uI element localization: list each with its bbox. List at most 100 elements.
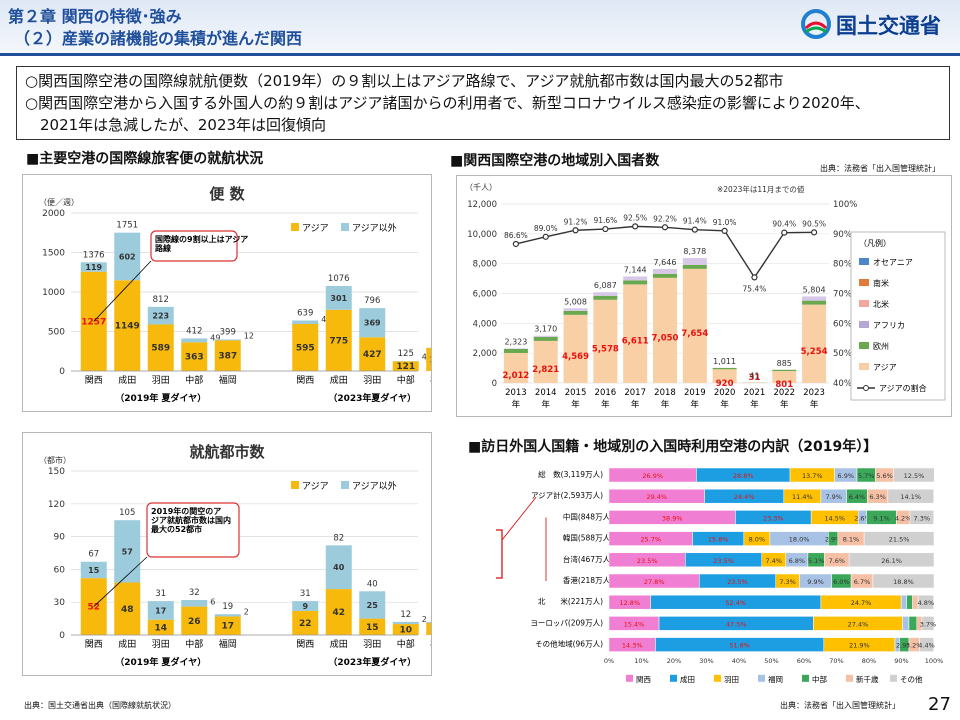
segment-label: 23.5% xyxy=(637,557,658,565)
x-tick-unit: 年 xyxy=(571,399,580,410)
bar-asia xyxy=(80,271,107,371)
y-tick-label: 8,000 xyxy=(473,260,497,270)
segment-label: 28.8% xyxy=(733,472,754,480)
legend-swatch xyxy=(859,258,869,265)
segment-label: 24.4% xyxy=(734,493,755,501)
bar-europe xyxy=(593,295,618,300)
y-tick-label: 0 xyxy=(492,379,497,389)
bar-other xyxy=(325,545,352,590)
legend-label-asia: アジア xyxy=(302,482,329,492)
segment-label: 5.7% xyxy=(858,472,875,480)
data-label-other: 369 xyxy=(364,319,381,328)
data-label-total: 1,011 xyxy=(713,357,736,366)
data-label-total: 2,323 xyxy=(504,337,527,346)
x-tick-label: 2017 xyxy=(624,388,646,398)
bar-asia xyxy=(682,268,707,383)
summary-line: ○関西国際空港から入国する外国人の約９割はアジア諸国からの利用者で、新型コロナウ… xyxy=(25,94,870,112)
legend-label: 成田 xyxy=(680,674,695,684)
bar-other xyxy=(292,320,319,324)
x-tick-label: 成田 xyxy=(330,374,348,386)
x-tick-label: 100% xyxy=(925,657,944,665)
x-tick-label: 10% xyxy=(634,657,648,665)
flights-section-title: ■主要空港の国際線旅客便の就航状況 xyxy=(26,151,264,167)
arrivals-source: 出典：法務省「出入国管理統計」 xyxy=(820,164,940,173)
segment-label: 38.9% xyxy=(662,514,683,522)
data-label-other: 57 xyxy=(122,547,133,556)
bar-other xyxy=(147,601,174,620)
data-label-asia: 387 xyxy=(218,352,237,362)
legend-label: アジア xyxy=(873,363,897,372)
bar-other-regions xyxy=(563,308,588,311)
segment-label: 12.5% xyxy=(904,472,925,480)
bar-asia xyxy=(147,324,174,371)
row-label: 北 米(221万人) xyxy=(538,596,603,606)
bar-asia xyxy=(147,619,174,635)
legend-label-asia: アジア xyxy=(302,224,329,234)
chapter-title: 第２章 関西の特徴･強み xyxy=(8,7,182,26)
segment-中部 xyxy=(908,616,918,631)
data-label-total: 812 xyxy=(153,295,169,305)
bar-other xyxy=(325,285,352,310)
data-label-total: 31 xyxy=(300,589,311,599)
segment-label: 23.5% xyxy=(713,557,734,565)
segment-label: 21.5% xyxy=(889,536,910,544)
group-label: （2019年 夏ダイヤ） xyxy=(115,392,206,404)
asia-ratio-point xyxy=(542,233,549,240)
y-tick-label: 60 xyxy=(54,565,66,575)
chart-note: ※2023年は11月までの値 xyxy=(717,184,805,194)
segment-その他 xyxy=(893,467,935,483)
arrivals-section-title: ■関西国際空港の地域別入国者数 xyxy=(450,153,660,169)
y-tick-label: 0 xyxy=(59,631,65,641)
x-tick-label: 福岡 xyxy=(430,638,431,650)
x-tick-label: 50% xyxy=(764,657,778,665)
segment-その他 xyxy=(919,637,934,652)
segment-label: 6.7% xyxy=(854,578,871,586)
data-label-other: 17 xyxy=(155,606,166,615)
x-tick-label: 羽田 xyxy=(363,375,381,386)
bar-asia xyxy=(292,610,319,635)
row-label: その他地域(96万人) xyxy=(535,639,603,649)
bar-europe xyxy=(653,273,677,278)
data-label-total: 5,008 xyxy=(564,297,587,306)
y2-tick-label: 60% xyxy=(833,319,852,329)
x-tick-unit: 年 xyxy=(720,399,729,410)
data-label-total: 6,087 xyxy=(594,281,617,290)
x-tick-unit: 年 xyxy=(750,399,759,410)
segment-label: 29.4% xyxy=(646,493,667,501)
x-tick-label: 関西 xyxy=(85,639,103,650)
legend-swatch xyxy=(859,342,869,349)
segment-label: 9.1% xyxy=(873,514,890,522)
breakdown-chart: 総 数(3,119万人) 26.9% 28.8% 13.7% 6.9% 5.7% 5.6% 1… xyxy=(496,467,944,684)
legend-swatch xyxy=(670,674,677,682)
legend-line-marker xyxy=(863,385,869,391)
y-tick-label: 1000 xyxy=(42,288,65,298)
x-tick-label: 30% xyxy=(699,657,713,665)
row-label: 香港(218万人) xyxy=(563,575,613,585)
asia-ratio-point xyxy=(661,224,669,231)
legend-swatch xyxy=(758,674,765,682)
x-tick-label: 20% xyxy=(667,657,681,665)
segment-label: 14.5% xyxy=(824,514,845,522)
legend-swatch xyxy=(859,363,869,370)
bar-other xyxy=(181,338,208,343)
segment-label: 6.4% xyxy=(849,493,866,501)
bar-other-regions xyxy=(682,258,707,265)
x-tick-label: 福岡 xyxy=(219,638,237,650)
segment-福岡 xyxy=(902,616,910,631)
data-label-total: 125 xyxy=(398,349,414,359)
data-label-asia: 7,654 xyxy=(681,329,708,339)
bar-asia xyxy=(392,361,419,371)
bar-other xyxy=(114,520,141,583)
asia-ratio-point xyxy=(602,225,609,233)
asia-ratio-point xyxy=(810,229,818,236)
asia-ratio-point xyxy=(632,223,639,230)
x-tick-label: 成田 xyxy=(118,374,136,386)
x-tick-label: 2019 xyxy=(684,388,706,398)
bar-europe xyxy=(682,264,707,269)
y-tick-label: 90 xyxy=(54,533,66,543)
data-label-asia: 5,578 xyxy=(592,344,619,354)
data-label-asia: 121 xyxy=(396,362,415,372)
asia-ratio-label: 91.2% xyxy=(564,217,588,226)
legend-label: アジアの割合 xyxy=(879,383,927,393)
legend-label: 新千歳 xyxy=(856,674,879,684)
